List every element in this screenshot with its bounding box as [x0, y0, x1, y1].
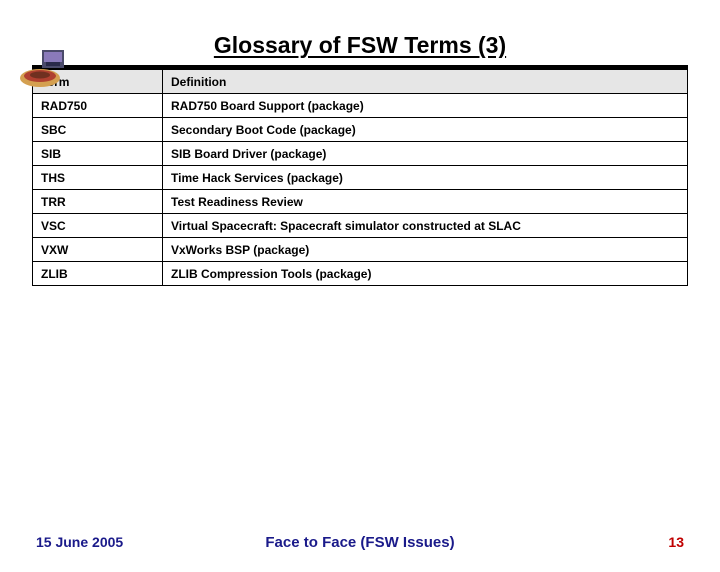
table-row: ZLIBZLIB Compression Tools (package) [33, 262, 688, 286]
cell-term: SIB [33, 142, 163, 166]
cell-definition: Secondary Boot Code (package) [163, 118, 688, 142]
footer-center: Face to Face (FSW Issues) [265, 534, 454, 551]
header-definition: Definition [163, 70, 688, 94]
cell-term: SBC [33, 118, 163, 142]
cell-term: RAD750 [33, 94, 163, 118]
cell-definition: Test Readiness Review [163, 190, 688, 214]
table-row: SBCSecondary Boot Code (package) [33, 118, 688, 142]
footer-page: 13 [668, 534, 684, 550]
table-row: RAD750RAD750 Board Support (package) [33, 94, 688, 118]
cell-term: VSC [33, 214, 163, 238]
table-row: VSCVirtual Spacecraft: Spacecraft simula… [33, 214, 688, 238]
cell-term: THS [33, 166, 163, 190]
cell-term: VXW [33, 238, 163, 262]
table-row: SIBSIB Board Driver (package) [33, 142, 688, 166]
cell-definition: VxWorks BSP (package) [163, 238, 688, 262]
footer-date: 15 June 2005 [36, 534, 123, 550]
cell-definition: RAD750 Board Support (package) [163, 94, 688, 118]
logo-icon [20, 50, 76, 90]
cell-definition: Time Hack Services (package) [163, 166, 688, 190]
glossary-table: Term Definition RAD750RAD750 Board Suppo… [32, 69, 688, 286]
cell-definition: ZLIB Compression Tools (package) [163, 262, 688, 286]
table-row: THSTime Hack Services (package) [33, 166, 688, 190]
cell-definition: Virtual Spacecraft: Spacecraft simulator… [163, 214, 688, 238]
cell-definition: SIB Board Driver (package) [163, 142, 688, 166]
cell-term: ZLIB [33, 262, 163, 286]
table-header-row: Term Definition [33, 70, 688, 94]
cell-term: TRR [33, 190, 163, 214]
table-row: TRRTest Readiness Review [33, 190, 688, 214]
page-title: Glossary of FSW Terms (3) [0, 32, 720, 59]
table-row: VXWVxWorks BSP (package) [33, 238, 688, 262]
footer: 15 June 2005 Face to Face (FSW Issues) 1… [0, 534, 720, 550]
